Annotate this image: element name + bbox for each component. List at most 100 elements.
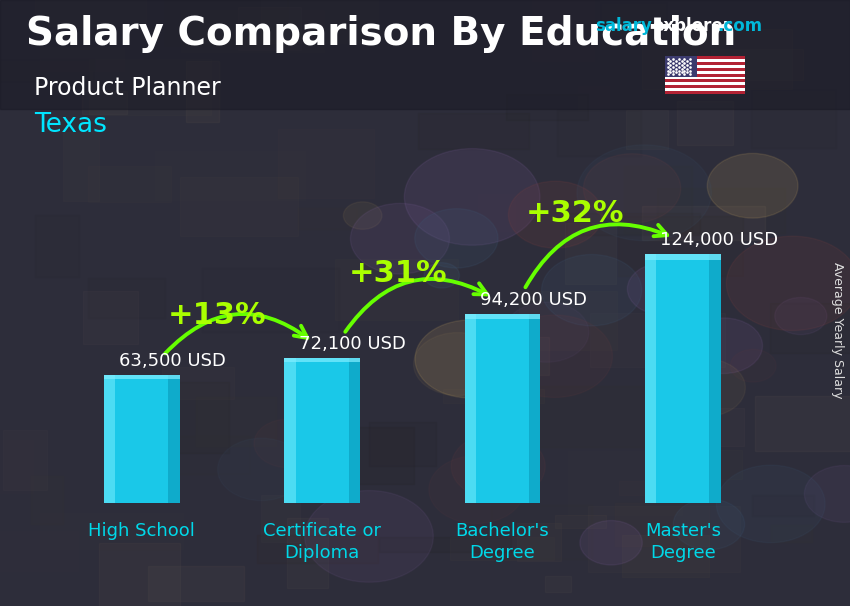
Bar bbox=[642, 28, 792, 89]
Bar bbox=[558, 110, 642, 156]
Bar bbox=[83, 291, 138, 344]
Text: 63,500 USD: 63,500 USD bbox=[119, 353, 226, 370]
Text: +31%: +31% bbox=[348, 259, 447, 288]
Circle shape bbox=[804, 465, 850, 522]
Bar bbox=[89, 59, 212, 115]
Circle shape bbox=[727, 236, 850, 330]
Bar bbox=[82, 91, 127, 114]
Bar bbox=[615, 503, 709, 546]
Bar bbox=[771, 525, 812, 542]
Bar bbox=[645, 254, 721, 503]
Bar bbox=[545, 576, 571, 591]
Circle shape bbox=[343, 202, 382, 229]
Bar bbox=[369, 422, 436, 466]
Bar bbox=[624, 166, 692, 233]
Circle shape bbox=[451, 433, 545, 500]
Bar bbox=[621, 535, 709, 577]
Bar bbox=[0, 440, 33, 493]
Bar bbox=[298, 208, 357, 228]
Bar bbox=[665, 79, 745, 82]
Bar bbox=[465, 314, 541, 319]
Bar bbox=[104, 376, 179, 379]
Text: salary: salary bbox=[595, 17, 652, 35]
Bar bbox=[709, 450, 742, 479]
Bar bbox=[35, 0, 145, 26]
Bar bbox=[599, 2, 666, 37]
Circle shape bbox=[580, 521, 643, 565]
Bar bbox=[665, 88, 745, 91]
Bar bbox=[163, 0, 288, 47]
Circle shape bbox=[730, 350, 776, 382]
Bar bbox=[491, 505, 592, 559]
Bar bbox=[284, 358, 360, 362]
Bar bbox=[196, 397, 276, 446]
Bar bbox=[665, 85, 745, 88]
Text: Product Planner: Product Planner bbox=[34, 76, 221, 100]
Circle shape bbox=[415, 320, 524, 398]
Bar bbox=[278, 130, 374, 198]
Bar bbox=[591, 313, 725, 367]
Bar bbox=[665, 68, 745, 71]
Bar bbox=[665, 56, 697, 76]
Bar bbox=[665, 62, 745, 65]
Bar bbox=[752, 495, 813, 516]
Bar bbox=[709, 254, 721, 503]
Bar bbox=[99, 542, 180, 606]
Bar bbox=[258, 534, 378, 563]
Bar bbox=[461, 402, 490, 441]
Bar bbox=[677, 101, 733, 145]
Circle shape bbox=[254, 419, 322, 468]
Bar bbox=[63, 132, 99, 201]
Bar bbox=[348, 358, 360, 503]
Bar bbox=[31, 476, 63, 524]
Text: +13%: +13% bbox=[168, 301, 267, 330]
Bar bbox=[0, 531, 78, 571]
Bar bbox=[335, 259, 457, 319]
Bar bbox=[507, 95, 588, 121]
Bar bbox=[770, 303, 850, 353]
Bar bbox=[517, 523, 561, 561]
Bar bbox=[681, 40, 724, 86]
Text: .com: .com bbox=[717, 17, 762, 35]
Circle shape bbox=[577, 145, 711, 241]
Bar bbox=[751, 88, 836, 148]
Bar bbox=[450, 537, 553, 560]
Circle shape bbox=[505, 302, 589, 362]
Bar bbox=[665, 76, 745, 79]
Bar bbox=[88, 278, 165, 318]
Bar bbox=[665, 91, 745, 94]
Bar bbox=[104, 376, 179, 503]
Bar bbox=[645, 254, 721, 260]
Bar bbox=[0, 59, 94, 82]
Bar bbox=[564, 224, 615, 284]
Bar bbox=[39, 513, 184, 549]
Circle shape bbox=[774, 298, 827, 335]
Bar bbox=[35, 215, 79, 277]
Circle shape bbox=[429, 456, 524, 524]
Bar bbox=[566, 213, 700, 235]
Text: 124,000 USD: 124,000 USD bbox=[660, 231, 779, 249]
Bar bbox=[358, 427, 414, 484]
Circle shape bbox=[424, 263, 460, 288]
Bar bbox=[284, 358, 296, 503]
Bar bbox=[40, 47, 124, 72]
Bar bbox=[287, 518, 328, 588]
Bar bbox=[626, 110, 668, 149]
Bar bbox=[711, 49, 803, 80]
Text: 72,100 USD: 72,100 USD bbox=[299, 335, 406, 353]
Bar bbox=[152, 436, 251, 473]
Circle shape bbox=[541, 255, 642, 326]
Circle shape bbox=[508, 181, 603, 248]
Bar bbox=[665, 71, 745, 74]
Bar bbox=[657, 188, 785, 233]
Bar bbox=[286, 405, 332, 426]
Bar bbox=[645, 254, 656, 503]
Bar bbox=[618, 216, 744, 276]
Circle shape bbox=[497, 315, 613, 398]
Bar bbox=[379, 537, 511, 552]
Bar bbox=[465, 314, 541, 503]
Text: Texas: Texas bbox=[34, 112, 107, 138]
Bar bbox=[168, 376, 179, 503]
Bar bbox=[181, 10, 324, 52]
Bar bbox=[88, 167, 171, 202]
